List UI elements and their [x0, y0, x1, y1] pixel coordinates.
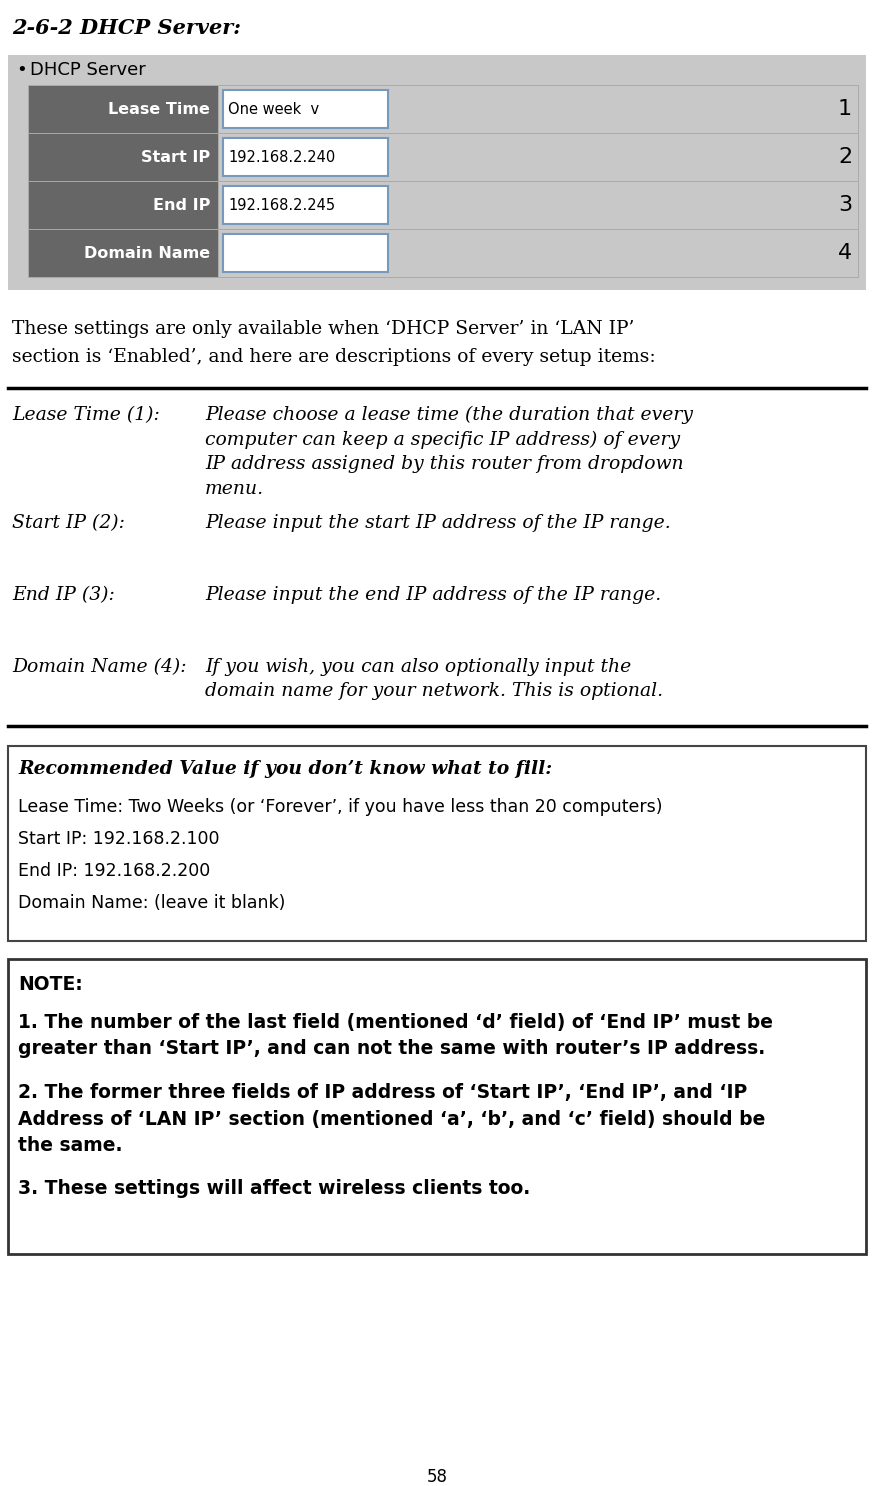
Bar: [28, 85, 218, 134]
Text: 192.168.2.240: 192.168.2.240: [228, 150, 336, 165]
Text: 58: 58: [427, 1468, 447, 1486]
Bar: [223, 233, 388, 272]
Text: Domain Name: Domain Name: [84, 245, 210, 260]
Text: section is ‘Enabled’, and here are descriptions of every setup items:: section is ‘Enabled’, and here are descr…: [12, 348, 656, 366]
Text: Lease Time: Two Weeks (or ‘Forever’, if you have less than 20 computers): Lease Time: Two Weeks (or ‘Forever’, if …: [18, 798, 662, 816]
Text: Domain Name (4):: Domain Name (4):: [12, 658, 187, 676]
Text: Please input the end IP address of the IP range.: Please input the end IP address of the I…: [205, 585, 662, 603]
Text: 1: 1: [838, 100, 852, 119]
Bar: [8, 746, 866, 941]
Bar: [28, 134, 218, 181]
Text: 1. The number of the last field (mentioned ‘d’ field) of ‘End IP’ must be
greate: 1. The number of the last field (mention…: [18, 1013, 773, 1058]
Text: 3. These settings will affect wireless clients too.: 3. These settings will affect wireless c…: [18, 1178, 531, 1198]
Bar: [8, 958, 866, 1254]
Text: Lease Time: Lease Time: [108, 101, 210, 116]
Text: Recommended Value if you don’t know what to fill:: Recommended Value if you don’t know what…: [18, 759, 552, 779]
Bar: [28, 229, 218, 276]
Text: Lease Time (1):: Lease Time (1):: [12, 406, 160, 424]
Text: Please input the start IP address of the IP range.: Please input the start IP address of the…: [205, 514, 670, 532]
Bar: [223, 186, 388, 224]
Text: End IP (3):: End IP (3):: [12, 585, 114, 603]
Bar: [218, 85, 858, 134]
Text: •: •: [16, 61, 27, 79]
Text: NOTE:: NOTE:: [18, 975, 83, 994]
Text: 2: 2: [838, 147, 852, 166]
Text: 2-6-2 DHCP Server:: 2-6-2 DHCP Server:: [12, 18, 241, 39]
Bar: [28, 181, 218, 229]
Bar: [218, 134, 858, 181]
Text: 2. The former three fields of IP address of ‘Start IP’, ‘End IP’, and ‘IP
Addres: 2. The former three fields of IP address…: [18, 1083, 766, 1155]
Text: These settings are only available when ‘DHCP Server’ in ‘LAN IP’: These settings are only available when ‘…: [12, 319, 635, 337]
Text: Start IP: Start IP: [141, 150, 210, 165]
Bar: [218, 229, 858, 276]
Bar: [8, 55, 866, 290]
Text: End IP: End IP: [153, 198, 210, 212]
Text: Please choose a lease time (the duration that every
computer can keep a specific: Please choose a lease time (the duration…: [205, 406, 693, 498]
Text: 4: 4: [838, 244, 852, 263]
Text: If you wish, you can also optionally input the
domain name for your network. Thi: If you wish, you can also optionally inp…: [205, 658, 663, 700]
Bar: [218, 181, 858, 229]
Text: Start IP (2):: Start IP (2):: [12, 514, 125, 532]
Text: Start IP: 192.168.2.100: Start IP: 192.168.2.100: [18, 831, 219, 849]
Text: Domain Name: (leave it blank): Domain Name: (leave it blank): [18, 895, 286, 912]
Bar: [223, 91, 388, 128]
Text: End IP: 192.168.2.200: End IP: 192.168.2.200: [18, 862, 211, 880]
Text: 192.168.2.245: 192.168.2.245: [228, 198, 335, 212]
Text: DHCP Server: DHCP Server: [30, 61, 146, 79]
Text: 3: 3: [838, 195, 852, 215]
Text: One week  v: One week v: [228, 101, 319, 116]
Bar: [223, 138, 388, 175]
